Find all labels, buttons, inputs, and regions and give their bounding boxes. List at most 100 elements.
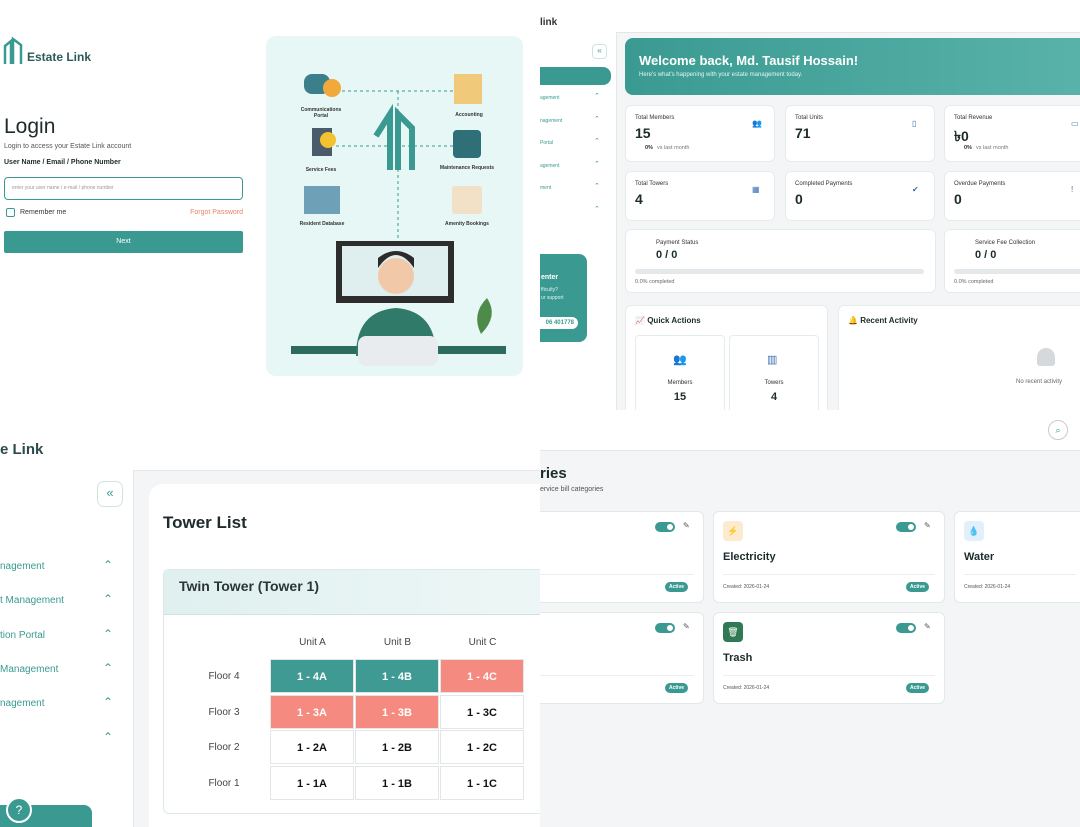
progress-value: 0 / 0 xyxy=(656,249,678,261)
edit-icon[interactable]: ✎ xyxy=(924,622,931,631)
chevron[interactable]: ⌃ xyxy=(103,729,114,744)
unit-cell[interactable]: 1 - 2B xyxy=(355,730,439,764)
help-icon[interactable]: ? xyxy=(6,797,32,823)
category-name: Trash xyxy=(723,652,753,664)
stat-card: Overdue Payments 0! xyxy=(944,171,1080,221)
support-phone[interactable]: 06 401778 xyxy=(540,317,578,329)
support-card: enter fficulty? ur support 06 401778 xyxy=(540,254,587,342)
category-card: ✎ ⚡ Electricity Created: 2026-01-24 Active xyxy=(713,511,945,603)
nav-item[interactable]: nagement xyxy=(0,698,45,710)
category-icon: 🗑 xyxy=(723,622,743,642)
unit-cell[interactable]: 1 - 2A xyxy=(270,730,354,764)
chevron[interactable]: ⌃ xyxy=(103,592,114,607)
nav-item[interactable]: t Management xyxy=(0,595,64,607)
divider xyxy=(540,675,694,676)
chevron[interactable]: ⌃ xyxy=(103,626,114,641)
unit-cell[interactable]: 1 - 1A xyxy=(270,765,354,800)
unit-cell[interactable]: 1 - 2C xyxy=(440,730,524,764)
illus-label: Service Fees xyxy=(305,167,337,173)
support-text: ur support xyxy=(541,295,564,301)
unit-cell[interactable]: 1 - 4B xyxy=(355,659,439,693)
unit-cell[interactable]: 1 - 3C xyxy=(440,694,524,729)
stat-value: 0 xyxy=(954,191,962,207)
stat-label: Completed Payments xyxy=(795,181,853,187)
progress-track xyxy=(954,269,1080,274)
nav-item[interactable]: nagement xyxy=(540,117,563,124)
divider xyxy=(964,574,1076,575)
edit-icon[interactable]: ✎ xyxy=(924,521,931,530)
stat-label: Total Towers xyxy=(635,181,669,187)
chevron[interactable]: ⌃ xyxy=(594,138,600,145)
next-button[interactable]: Next xyxy=(4,231,243,253)
nav-item[interactable]: Portal xyxy=(540,140,554,146)
quick-actions: 📈 Quick Actions 👥 Members 15 ▥ Towers 4 xyxy=(625,305,828,410)
quick-action[interactable]: 👥 Members 15 xyxy=(635,335,725,410)
checkbox[interactable] xyxy=(6,208,15,217)
edit-icon[interactable]: ✎ xyxy=(683,521,690,530)
brand: Estate Link xyxy=(27,50,92,64)
page-subtitle: ervice bill categories xyxy=(540,486,604,493)
status-badge: Active xyxy=(665,683,689,693)
nav-item[interactable]: ment xyxy=(540,185,552,191)
stat-label: Total Units xyxy=(795,115,824,121)
chevron[interactable]: ⌃ xyxy=(594,93,600,100)
chevron[interactable]: ⌃ xyxy=(103,558,114,572)
chevron[interactable]: ⌃ xyxy=(594,205,600,213)
unit-cell[interactable]: 1 - 4A xyxy=(270,659,354,693)
toggle[interactable] xyxy=(655,623,675,633)
stat-card: Total Towers 4 ▦ xyxy=(625,171,775,221)
toggle[interactable] xyxy=(896,522,916,532)
stat-value: 15 xyxy=(635,125,651,141)
tower-name: Twin Tower (Tower 1) xyxy=(179,578,319,594)
toggle[interactable] xyxy=(655,522,675,532)
username-input[interactable]: enter your user name / e-mail / phone nu… xyxy=(4,177,243,200)
nav-item[interactable]: nagement xyxy=(0,561,45,572)
tower-screen: e Link « nagement ⌃ t Management ⌃ tion Port… xyxy=(0,410,540,827)
sidebar: « agement ⌃ nagement ⌃ Portal ⌃ agement ⌃ ment ⌃ ⌃… xyxy=(540,32,617,410)
stat-change-text: vs last month xyxy=(657,145,690,151)
page-title: Tower List xyxy=(163,513,247,532)
unit-cell[interactable]: 1 - 3B xyxy=(355,694,439,729)
stat-value: 0 xyxy=(795,191,803,207)
chevron[interactable]: ⌃ xyxy=(594,115,600,123)
nav-item[interactable]: Management xyxy=(0,663,59,675)
stat-icon: ▯ xyxy=(912,119,917,128)
unit-cell[interactable]: 1 - 1B xyxy=(355,765,439,800)
collapse-button[interactable]: « xyxy=(592,44,607,59)
progress-track xyxy=(635,269,924,274)
tower-card: Tower List Twin Tower (Tower 1) Unit A Un… xyxy=(149,484,540,827)
column-header: Unit C xyxy=(468,637,497,648)
search-button[interactable]: ⌕ xyxy=(1048,420,1068,440)
nav-item[interactable]: agement xyxy=(540,95,560,101)
toggle[interactable] xyxy=(896,623,916,633)
unit-cell[interactable]: 1 - 3A xyxy=(270,694,354,729)
active-nav[interactable] xyxy=(540,67,611,85)
login-subtitle: Login to access your Estate Link account xyxy=(4,143,132,150)
quick-action[interactable]: ▥ Towers 4 xyxy=(729,335,819,410)
chevron[interactable]: ⌃ xyxy=(594,160,600,168)
category-card: ✎ Active xyxy=(540,511,704,603)
collapse-button[interactable]: « xyxy=(97,481,123,507)
nav-item[interactable]: agement xyxy=(540,162,560,169)
illustration-art xyxy=(291,74,506,366)
progress-card: Payment Status 0 / 0 0.0% completed xyxy=(625,229,936,293)
progress-note: 0.0% completed xyxy=(635,279,675,285)
chevron[interactable]: ⌃ xyxy=(103,660,114,675)
floor-label: Floor 1 xyxy=(208,777,240,789)
chevron[interactable]: ⌃ xyxy=(103,695,114,710)
remember-label: Remember me xyxy=(20,209,67,216)
chevron[interactable]: ⌃ xyxy=(594,183,600,190)
column-header: Unit B xyxy=(383,637,412,648)
edit-icon[interactable]: ✎ xyxy=(683,622,690,631)
progress-label: Service Fee Collection xyxy=(975,240,1036,246)
unit-cell[interactable]: 1 - 4C xyxy=(440,659,524,693)
qa-icon: 👥 xyxy=(673,354,687,366)
stat-change-text: vs last month xyxy=(976,145,1009,151)
status-badge: Active xyxy=(665,582,689,592)
status-badge: Active xyxy=(906,683,930,693)
stat-icon: 👥 xyxy=(752,119,762,128)
nav-item[interactable]: tion Portal xyxy=(0,629,46,641)
unit-cell[interactable]: 1 - 1C xyxy=(440,765,524,800)
forgot-link[interactable]: Forgot Password xyxy=(190,209,243,216)
